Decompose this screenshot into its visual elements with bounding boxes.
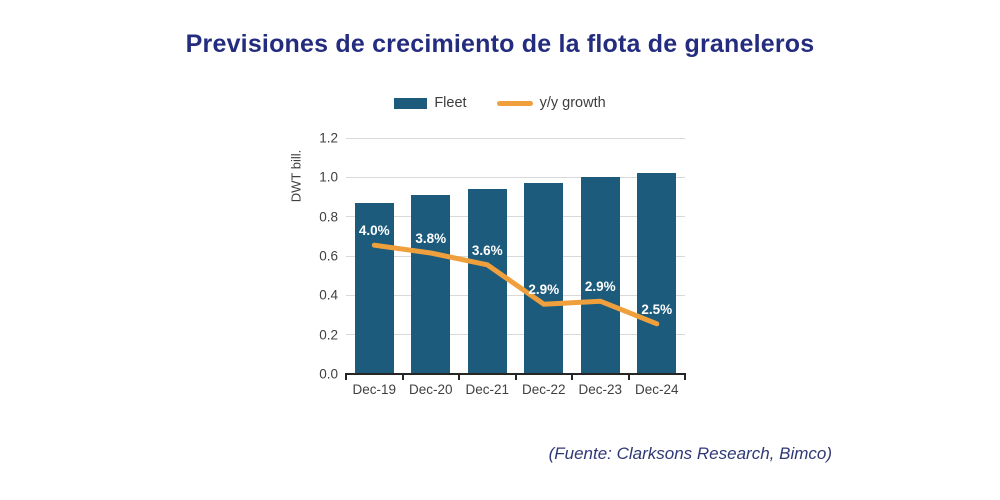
x-axis-tick <box>571 373 573 380</box>
x-axis-tick <box>514 373 517 380</box>
gridline <box>346 216 685 218</box>
y-tick-label: 0.8 <box>319 209 338 225</box>
y-tick-label: 0.6 <box>319 248 338 264</box>
chart-title: Previsiones de crecimiento de la flota d… <box>185 30 815 58</box>
y-tick-label: 0.4 <box>319 287 338 303</box>
plot-area: 4.0% 3.8% 3.6% 2.9% 2.9% 2.5% <box>346 137 685 374</box>
y-tick-label: 1.2 <box>319 130 338 146</box>
legend-item-growth: y/y growth <box>496 95 606 111</box>
x-axis-tick <box>345 373 347 380</box>
y-tick-label: 0.0 <box>319 366 338 382</box>
gridline <box>346 255 685 257</box>
legend-label-fleet: Fleet <box>434 95 467 111</box>
growth-point-label: 3.8% <box>415 231 447 247</box>
fleet-bar-swatch-icon <box>394 97 428 109</box>
gridline <box>346 137 685 139</box>
legend-label-growth: y/y growth <box>539 95 606 111</box>
legend-item-fleet: Fleet <box>394 95 467 111</box>
gridline <box>346 176 685 178</box>
y-tick-label: 1.0 <box>319 169 338 185</box>
growth-point-label: 4.0% <box>358 223 390 239</box>
fleet-bar <box>411 195 451 374</box>
source-note: (Fuente: Clarksons Research, Bimco) <box>548 444 832 463</box>
x-axis-tick <box>401 373 404 380</box>
growth-line <box>371 242 660 327</box>
x-tick-label: Dec-24 <box>634 382 679 397</box>
x-tick-label: Dec-19 <box>352 382 397 397</box>
x-axis-tick <box>684 373 686 380</box>
chart-legend: Fleet y/y growth <box>0 92 1000 114</box>
growth-point-label: 3.6% <box>471 242 503 258</box>
growth-point-label: 2.5% <box>641 301 673 317</box>
gridline <box>346 294 685 296</box>
fleet-bar <box>580 177 620 374</box>
x-axis-tick <box>458 373 460 380</box>
x-tick-label: Dec-23 <box>578 382 623 397</box>
growth-point-label: 2.9% <box>584 279 616 295</box>
gridline <box>346 334 685 336</box>
x-tick-label: Dec-20 <box>408 382 453 397</box>
x-tick-label: Dec-22 <box>521 382 566 397</box>
x-axis-tick <box>627 373 630 380</box>
growth-point-label: 2.9% <box>528 282 560 298</box>
fleet-bar <box>354 202 394 374</box>
fleet-bar <box>637 173 677 374</box>
x-tick-label: Dec-21 <box>465 382 510 397</box>
growth-line-swatch-icon <box>496 100 533 106</box>
fleet-bar <box>467 189 507 374</box>
fleet-bar <box>524 183 564 374</box>
y-tick-label: 0.2 <box>319 327 338 343</box>
